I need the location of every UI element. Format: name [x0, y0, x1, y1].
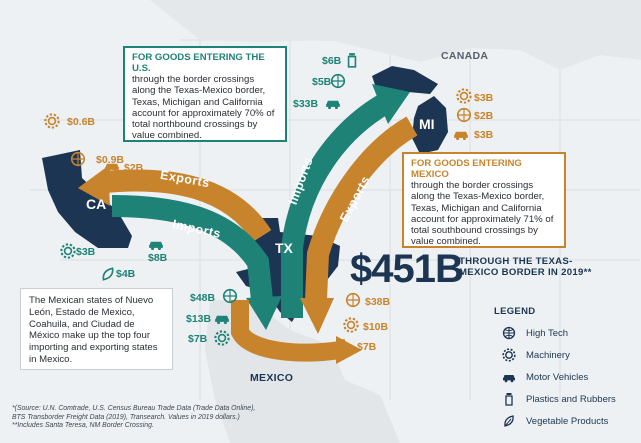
ca-exports-arrow — [103, 169, 272, 243]
legend-title: LEGEND — [494, 306, 536, 317]
trade-value-label: $3B — [474, 92, 494, 104]
hightech-icon — [345, 292, 361, 308]
legend-item-machinery: Machinery — [494, 344, 640, 366]
vegetable-icon — [102, 267, 114, 281]
trade-value-label: $2B — [474, 110, 494, 122]
callout-mexico: FOR GOODS ENTERING MEXICO through the bo… — [402, 152, 566, 248]
trade-value-label: $33B — [293, 98, 319, 110]
california-shape — [42, 150, 132, 248]
trade-value-label: $13B — [186, 313, 212, 325]
vegetable-icon — [504, 415, 514, 427]
mexico-label: MEXICO — [250, 372, 294, 384]
plastics-icon — [337, 339, 347, 354]
plastics-icon — [347, 53, 357, 68]
michigan-upper — [372, 66, 438, 94]
trade-value-label: $7B — [357, 341, 377, 353]
machinery-icon — [502, 348, 516, 362]
canada-land — [150, 0, 641, 70]
legend-item-vehicles: Motor Vehicles — [494, 366, 640, 388]
state-label-mi: MI — [419, 116, 435, 132]
ca-exports-head — [78, 166, 110, 206]
trade-value-label: $8B — [148, 252, 168, 264]
callout-mexico-title: FOR GOODS ENTERING MEXICO — [411, 158, 522, 180]
hightech-icon — [70, 151, 86, 167]
vehicle-icon — [454, 131, 468, 141]
trade-value-label: $10B — [363, 321, 389, 333]
trade-value-label: $5B — [312, 76, 332, 88]
legend-label-machinery: Machinery — [526, 349, 570, 361]
trade-value-label: $0.9B — [96, 154, 125, 166]
hightech-icon — [502, 326, 516, 340]
footnote-line: BTS Transborder Freight Data (2019), Tra… — [12, 413, 240, 421]
machinery-icon — [214, 330, 230, 346]
trade-value-label: $6B — [322, 55, 342, 67]
trade-value-label: $3B — [76, 246, 96, 258]
state-label-ca: CA — [86, 196, 107, 212]
vehicle-icon — [149, 241, 163, 251]
hightech-icon — [222, 288, 238, 304]
trade-value-label: $2B — [124, 162, 144, 174]
trade-value-label: $48B — [190, 292, 216, 304]
vehicle-icon — [105, 163, 119, 173]
headline-value: $451B — [350, 247, 464, 291]
hightech-icon — [330, 73, 346, 89]
tx-export-arrow — [231, 300, 342, 362]
legend-item-plastics: Plastics and Rubbers — [494, 388, 640, 410]
state-label-tx: TX — [275, 240, 293, 256]
footnote-line: **Includes Santa Teresa, NM Border Cross… — [12, 422, 154, 430]
ca-imports-head — [246, 296, 282, 330]
legend-label-vegetable: Vegetable Products — [526, 415, 609, 427]
footnote-line: *(Source: U.N. Comtrade, U.S. Census Bur… — [12, 405, 256, 412]
footnote: *(Source: U.N. Comtrade, U.S. Census Bur… — [12, 405, 255, 431]
vehicle-icon — [326, 100, 340, 110]
vehicle-icon — [503, 375, 515, 383]
legend: LEGEND High Tech Machinery Motor Vehicle… — [494, 306, 640, 432]
mi-imports-arrow — [281, 94, 390, 318]
legend-label-vehicles: Motor Vehicles — [526, 371, 589, 383]
trade-value-label: $0.6B — [67, 116, 96, 128]
legend-label-plastics: Plastics and Rubbers — [526, 393, 616, 405]
legend-item-hightech: High Tech — [494, 322, 640, 344]
headline-caption: THROUGH THE TEXAS-MEXICO BORDER IN 2019*… — [459, 256, 592, 278]
legend-label-hightech: High Tech — [526, 327, 569, 339]
callout-us: FOR GOODS ENTERING THE U.S. through the … — [123, 46, 287, 142]
callout-mexico-body: through the border crossings along the T… — [411, 180, 554, 248]
callout-us-body: through the border crossings along the T… — [132, 74, 275, 142]
trade-value-label: $3B — [474, 129, 494, 141]
vehicle-icon — [215, 315, 229, 325]
trade-value-label: $7B — [188, 333, 208, 345]
machinery-icon — [343, 317, 359, 333]
callout-us-title: FOR GOODS ENTERING THE U.S. — [132, 52, 265, 74]
canada-label: CANADA — [441, 50, 489, 62]
callout-mexican-states: The Mexican states of Nuevo León, Estado… — [20, 288, 173, 370]
mi-imports-head — [372, 84, 410, 124]
mi-exports-head — [300, 298, 334, 334]
trade-value-label: $38B — [365, 296, 391, 308]
ca-imports-arrow — [111, 195, 273, 302]
legend-item-vegetable: Vegetable Products — [494, 410, 640, 432]
machinery-icon — [60, 243, 76, 259]
plastics-icon — [505, 393, 513, 406]
mi-exports-arrow — [305, 116, 418, 301]
machinery-icon — [44, 113, 60, 129]
callout-states-body: The Mexican states of Nuevo León, Estado… — [29, 295, 158, 365]
machinery-icon — [456, 88, 472, 104]
hightech-icon — [456, 107, 472, 123]
michigan-lower — [412, 96, 448, 154]
trade-value-label: $4B — [116, 268, 136, 280]
